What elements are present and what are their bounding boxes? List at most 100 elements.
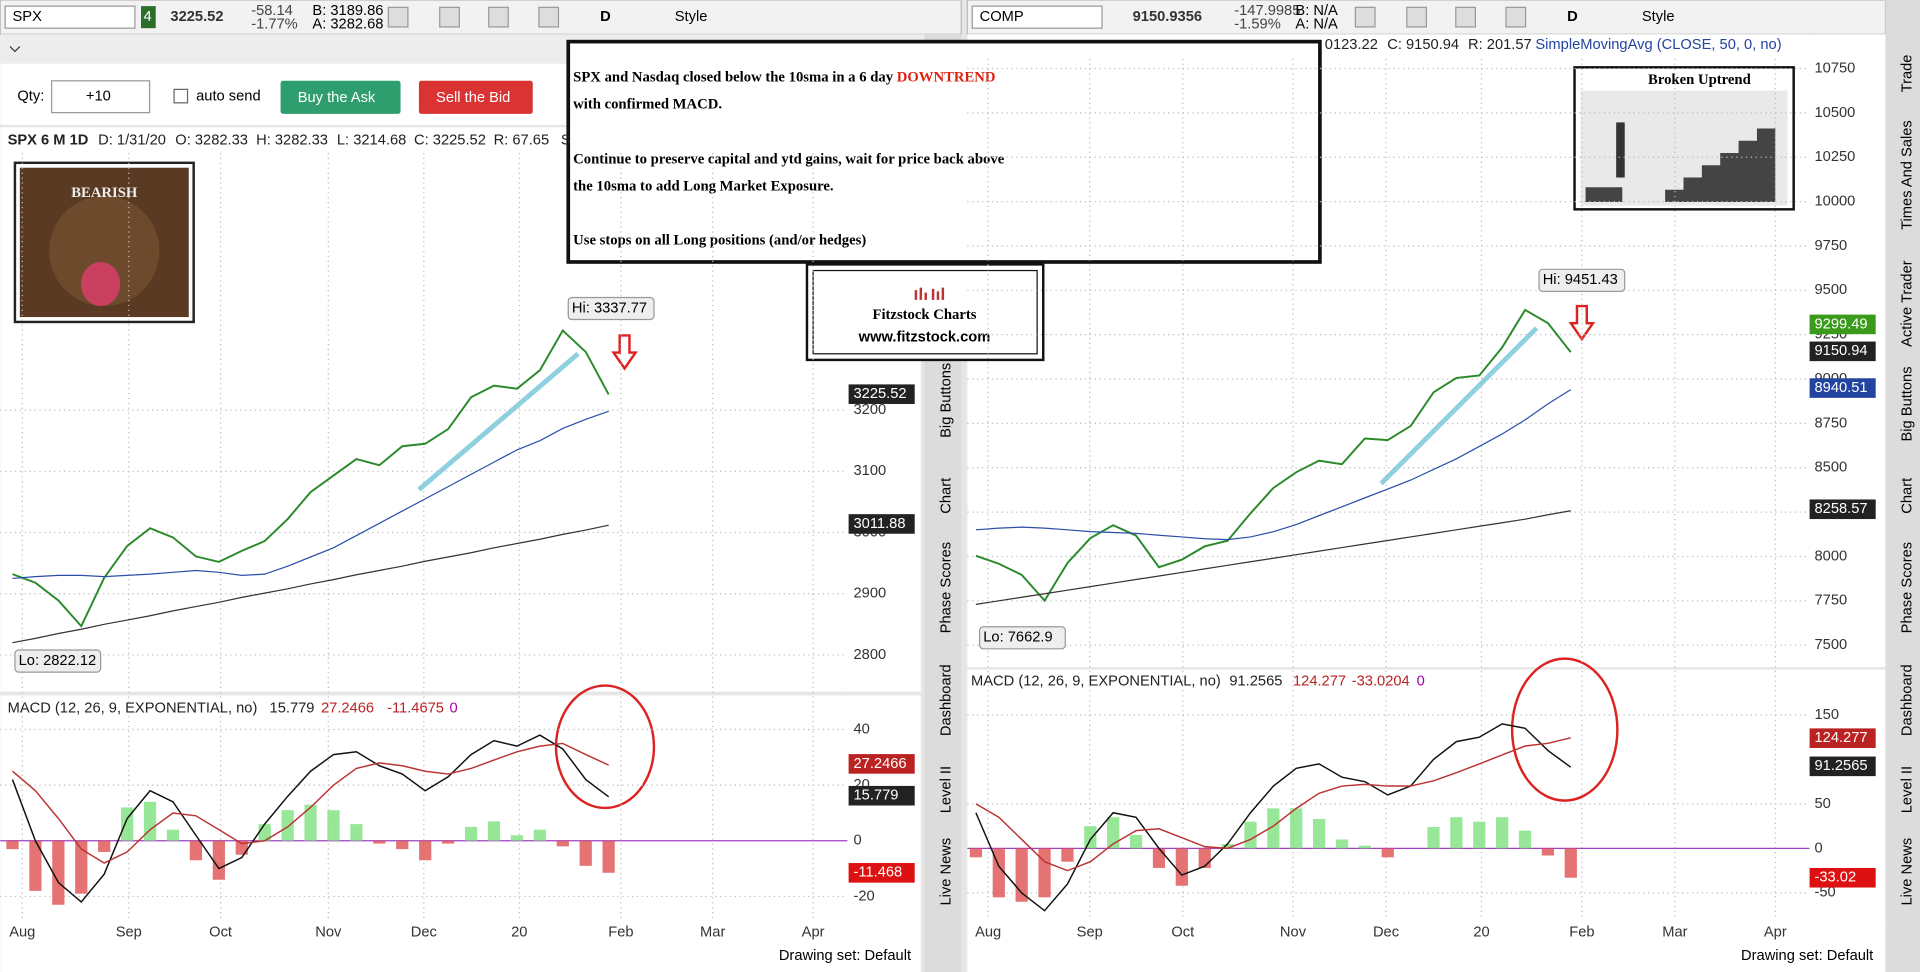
- buy-button[interactable]: [280, 80, 401, 114]
- drawing-set: Drawing set: Default: [1741, 948, 1873, 964]
- y-tick-label: 9750: [1814, 238, 1847, 254]
- macd-line: [11, 734, 610, 904]
- auto-send-checkbox[interactable]: [173, 88, 189, 104]
- link-number: 4: [143, 9, 151, 25]
- price-label-box: [1809, 499, 1876, 520]
- logo-icon: [914, 287, 945, 300]
- histogram-bar: [510, 835, 524, 841]
- symbol-box[interactable]: [971, 5, 1103, 29]
- sidebar-tab[interactable]: Chart: [938, 478, 954, 514]
- sidebar-tab[interactable]: Dashboard: [938, 664, 954, 736]
- bid: B: 3189.86: [312, 3, 383, 19]
- tool-icon[interactable]: [1406, 6, 1428, 28]
- sidebar-tab[interactable]: Phase Scores: [1899, 542, 1915, 633]
- histogram-bar: [143, 801, 157, 841]
- histogram-bar: [6, 840, 19, 850]
- x-tick-label: Feb: [608, 925, 633, 941]
- macd-label: 124.277: [1814, 730, 1867, 746]
- x-tick-label: Sep: [116, 925, 142, 941]
- y-tick-label: 2900: [853, 586, 886, 602]
- style-menu[interactable]: Style: [1642, 9, 1675, 25]
- sidebar-tab[interactable]: Big Buttons: [1899, 366, 1915, 441]
- price-label: 9150.94: [1814, 343, 1867, 359]
- sell: Sell the Bid: [436, 90, 510, 106]
- histogram-bar: [166, 829, 180, 841]
- sidebar-tab[interactable]: Dashboard: [1899, 664, 1915, 736]
- aggregation[interactable]: D: [600, 9, 611, 25]
- y-tick-label: 7500: [1814, 637, 1847, 653]
- sidebar-tab[interactable]: Live News: [938, 838, 954, 906]
- x-tick-label: 20: [1473, 925, 1489, 941]
- aggregation[interactable]: D: [1567, 9, 1578, 25]
- macd-label-box: [1809, 756, 1876, 777]
- tool-icon[interactable]: [1354, 6, 1376, 28]
- series-line: [975, 389, 1572, 541]
- qty-input[interactable]: [51, 80, 151, 114]
- symbol: COMP: [980, 9, 1024, 25]
- chart-header: R: 67.65: [494, 133, 550, 149]
- y-tick-label: 50: [1814, 796, 1830, 812]
- y-tick-label: 150: [1814, 707, 1839, 723]
- tool-icon[interactable]: [538, 6, 560, 28]
- last-price: 3225.52: [170, 9, 223, 25]
- tool-icon[interactable]: [1455, 6, 1476, 28]
- histogram-bar: [1335, 839, 1349, 849]
- tool-icon[interactable]: [488, 6, 509, 28]
- y-tick-label: 2800: [853, 647, 886, 663]
- histogram-bar: [1107, 817, 1120, 849]
- sidebar-tab[interactable]: Trade: [1899, 55, 1915, 93]
- sidebar-tab[interactable]: Phase Scores: [938, 542, 954, 633]
- symbol-box[interactable]: [4, 5, 136, 29]
- tool-icon[interactable]: [1505, 6, 1527, 28]
- sidebar-tab[interactable]: Times And Sales: [1899, 120, 1915, 230]
- tool-icon[interactable]: [387, 6, 409, 28]
- image-caption: BEARISH: [71, 185, 138, 201]
- histogram-bar: [1221, 843, 1234, 849]
- change: -58.14: [251, 3, 293, 19]
- macd-line: [975, 723, 1572, 912]
- y-tick-label: 10000: [1814, 193, 1855, 209]
- histogram-bar: [1290, 808, 1303, 849]
- sidebar-tab[interactable]: Chart: [1899, 478, 1915, 514]
- histogram-bar: [52, 840, 65, 905]
- x-tick-label: Oct: [1171, 925, 1194, 941]
- histogram-bar: [487, 821, 501, 841]
- histogram-bar: [327, 810, 340, 841]
- histogram-bar: [1312, 819, 1326, 849]
- y-tick-label: 3100: [853, 463, 886, 479]
- sidebar-tab[interactable]: Big Buttons: [938, 363, 954, 438]
- collapse-arrow[interactable]: [9, 46, 21, 53]
- sidebar-tab[interactable]: Level II: [1899, 766, 1915, 813]
- histogram-bar: [464, 826, 478, 841]
- sidebar-tab[interactable]: Active Trader: [1899, 260, 1915, 347]
- toolbar: [0, 0, 962, 35]
- style-menu[interactable]: Style: [675, 9, 708, 25]
- date-axis: [0, 920, 921, 972]
- x-tick-label: Mar: [700, 925, 725, 941]
- auto-send: auto send: [196, 89, 261, 105]
- macd-label: -11.468: [853, 865, 902, 881]
- date-axis: [967, 920, 1886, 972]
- x-tick-label: Aug: [9, 925, 35, 941]
- macd-label-box: [848, 754, 915, 774]
- histogram-bar: [969, 848, 983, 858]
- histogram-bar: [1381, 848, 1394, 858]
- sidebar-tab[interactable]: Level II: [938, 766, 954, 813]
- x-tick-label: Sep: [1077, 925, 1103, 941]
- macd-line: [975, 737, 1571, 872]
- chart-header: S: [561, 133, 571, 149]
- x-tick-label: Mar: [1662, 925, 1687, 941]
- macd-label: 91.2565: [1814, 758, 1867, 774]
- sidebar-tab[interactable]: Live News: [1899, 838, 1915, 906]
- bear-mouth: [81, 261, 121, 307]
- logo-url: www.fitzstock.com: [858, 330, 991, 346]
- histogram-bar: [533, 829, 546, 841]
- y-tick-label: 8000: [1814, 548, 1847, 564]
- tool-icon[interactable]: [439, 6, 460, 28]
- histogram-bar: [98, 840, 111, 852]
- image-caption: Broken Uptrend: [1648, 72, 1751, 88]
- sell-button[interactable]: [418, 80, 533, 114]
- series-line: [12, 524, 609, 644]
- series-line: [975, 308, 1572, 603]
- macd-circle: [1510, 657, 1619, 802]
